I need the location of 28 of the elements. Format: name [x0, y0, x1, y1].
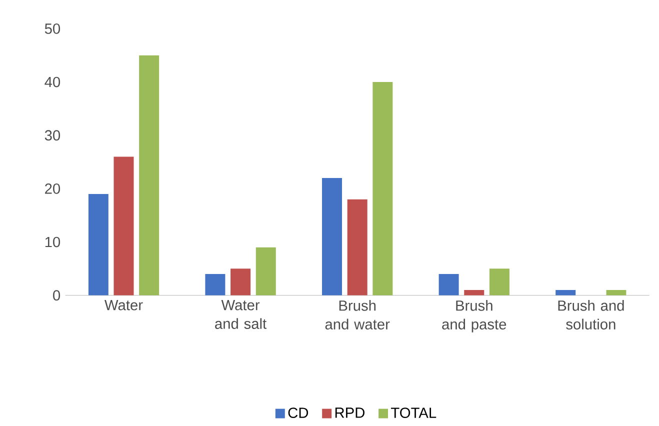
bar [606, 290, 626, 296]
y-tick-label: 40 [44, 76, 60, 88]
bar [372, 82, 393, 296]
y-tick-label: 10 [45, 236, 60, 248]
bar [88, 194, 108, 296]
bar [464, 290, 484, 296]
bar [556, 290, 576, 296]
x-tick-label: Water and salt [215, 300, 267, 329]
bar [256, 247, 276, 296]
y-tick-label: 30 [44, 130, 60, 141]
bar [322, 178, 342, 296]
bar [205, 274, 226, 296]
bar [489, 268, 510, 296]
y-tick-label: 50 [44, 23, 60, 34]
x-tick-label: Brush and water [325, 300, 390, 330]
x-tick-label: Brush and paste [442, 300, 506, 332]
bar [347, 199, 368, 296]
legend-label: RPD [335, 408, 364, 418]
legend-label: CD [288, 408, 308, 418]
bar [438, 274, 459, 296]
x-tick-label: Water [104, 300, 143, 310]
legend-label: TOTAL [391, 408, 436, 418]
bar [114, 156, 134, 296]
x-tick-label: Brush and solution [558, 300, 624, 330]
y-tick-label: 20 [45, 183, 60, 194]
bar [139, 55, 160, 296]
y-tick-label: 0 [53, 290, 60, 301]
bar [230, 268, 251, 296]
